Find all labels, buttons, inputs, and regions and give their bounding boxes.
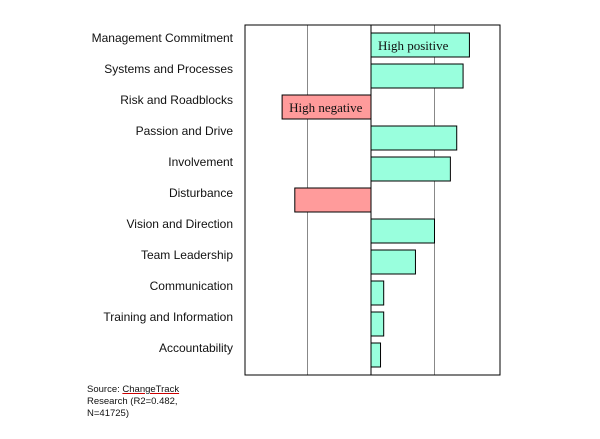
category-label-1: Systems and Processes	[104, 62, 233, 76]
bar-8	[370, 280, 385, 306]
bar-10	[370, 342, 382, 368]
bar-annotation-0: High positive	[378, 38, 449, 53]
source-note: Source: ChangeTrack Research (R2=0.482, …	[87, 384, 217, 420]
category-label-10: Accountability	[159, 341, 233, 355]
plot-area-frame	[244, 24, 501, 376]
source-brand: ChangeTrack	[122, 384, 180, 395]
category-label-0: Management Commitment	[92, 31, 234, 45]
bar-0	[370, 32, 470, 58]
category-labels: Management Commitment Systems and Process…	[92, 31, 234, 355]
category-label-3: Passion and Drive	[136, 124, 234, 138]
category-label-7: Team Leadership	[141, 248, 233, 262]
bar-3	[370, 125, 458, 151]
bar-annotation-2: High negative	[289, 100, 363, 115]
bar-6	[370, 218, 435, 244]
bar-annotations: High positive High negative	[289, 38, 449, 115]
bar-4	[370, 156, 451, 182]
source-prefix: Source:	[87, 384, 123, 395]
bar-1	[370, 63, 464, 89]
bars	[281, 32, 470, 368]
bar-7	[370, 249, 416, 275]
category-label-5: Disturbance	[169, 186, 233, 200]
category-label-6: Vision and Direction	[126, 217, 233, 231]
bar-5	[294, 187, 372, 213]
source-suffix: Research (R2=0.482, N=41725)	[87, 396, 178, 419]
category-label-2: Risk and Roadblocks	[120, 93, 233, 107]
category-label-8: Communication	[150, 279, 233, 293]
category-label-4: Involvement	[168, 155, 233, 169]
category-label-9: Training and Information	[103, 310, 233, 324]
bar-2	[281, 94, 372, 120]
bar-9	[370, 311, 385, 337]
